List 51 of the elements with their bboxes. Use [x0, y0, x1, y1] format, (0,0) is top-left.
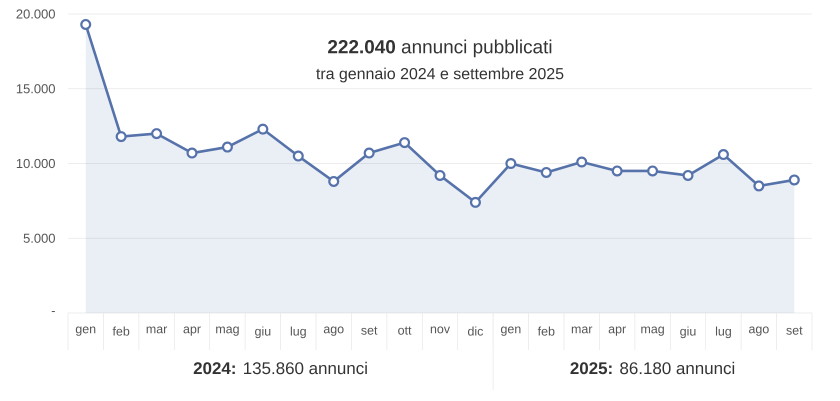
- point: [364, 148, 375, 159]
- x-tick-label: set: [361, 326, 378, 335]
- x-tick-label: nov: [430, 326, 450, 334]
- text: 222.040 annunci pubblicati: [328, 40, 552, 58]
- y-tick-label: 15.000: [16, 84, 55, 94]
- point: [222, 142, 233, 153]
- x-tick-label: ott: [398, 326, 412, 335]
- x-tick-label: feb: [112, 326, 130, 336]
- point: [647, 165, 658, 176]
- point: [116, 131, 127, 142]
- x-tick-label: mar: [572, 326, 592, 334]
- point: [328, 176, 340, 187]
- x-tick-label: lug: [716, 326, 731, 338]
- x-tick-label: set: [786, 326, 803, 335]
- point: [612, 165, 623, 176]
- x-tick-label: mag: [641, 326, 664, 336]
- point: [718, 149, 729, 160]
- point: [505, 158, 516, 169]
- x-tick-label: mar: [146, 326, 168, 334]
- point: [682, 170, 694, 181]
- point: [151, 128, 162, 140]
- point: [292, 150, 304, 162]
- point: [399, 137, 410, 148]
- point: [753, 180, 764, 192]
- x-tick-label: ago: [324, 326, 344, 336]
- x-tick-label: lug: [290, 326, 306, 338]
- x-tick-label: giu: [255, 326, 270, 338]
- point: [186, 148, 198, 159]
- x-tick-label: dic: [468, 326, 484, 336]
- text: 2024: 135.860 annunci: [194, 362, 367, 374]
- y-tick-label: -: [52, 311, 55, 312]
- x-tick-label: giu: [680, 326, 696, 338]
- point: [470, 196, 481, 208]
- x-tick-label: apr: [184, 326, 201, 336]
- text: 2025: 86.180 annunci: [570, 362, 734, 374]
- x-tick-label: mag: [216, 326, 239, 336]
- text: tra gennaio 2024 e settembre 2025: [316, 68, 564, 82]
- point: [576, 156, 588, 168]
- y-tick-label: 20.000: [16, 9, 55, 19]
- x-tick-label: gen: [500, 326, 520, 336]
- x-tick-label: gen: [76, 326, 96, 336]
- point: [540, 166, 552, 178]
- point: [257, 124, 268, 135]
- point: [434, 170, 446, 181]
- x-tick-label: ago: [749, 326, 769, 336]
- point: [80, 18, 92, 30]
- y-tick-label: 10.000: [16, 158, 55, 168]
- x-tick-label: apr: [608, 326, 626, 336]
- point: [788, 174, 800, 186]
- x-tick-label: feb: [538, 326, 554, 336]
- y-tick-label: 5.000: [24, 234, 55, 243]
